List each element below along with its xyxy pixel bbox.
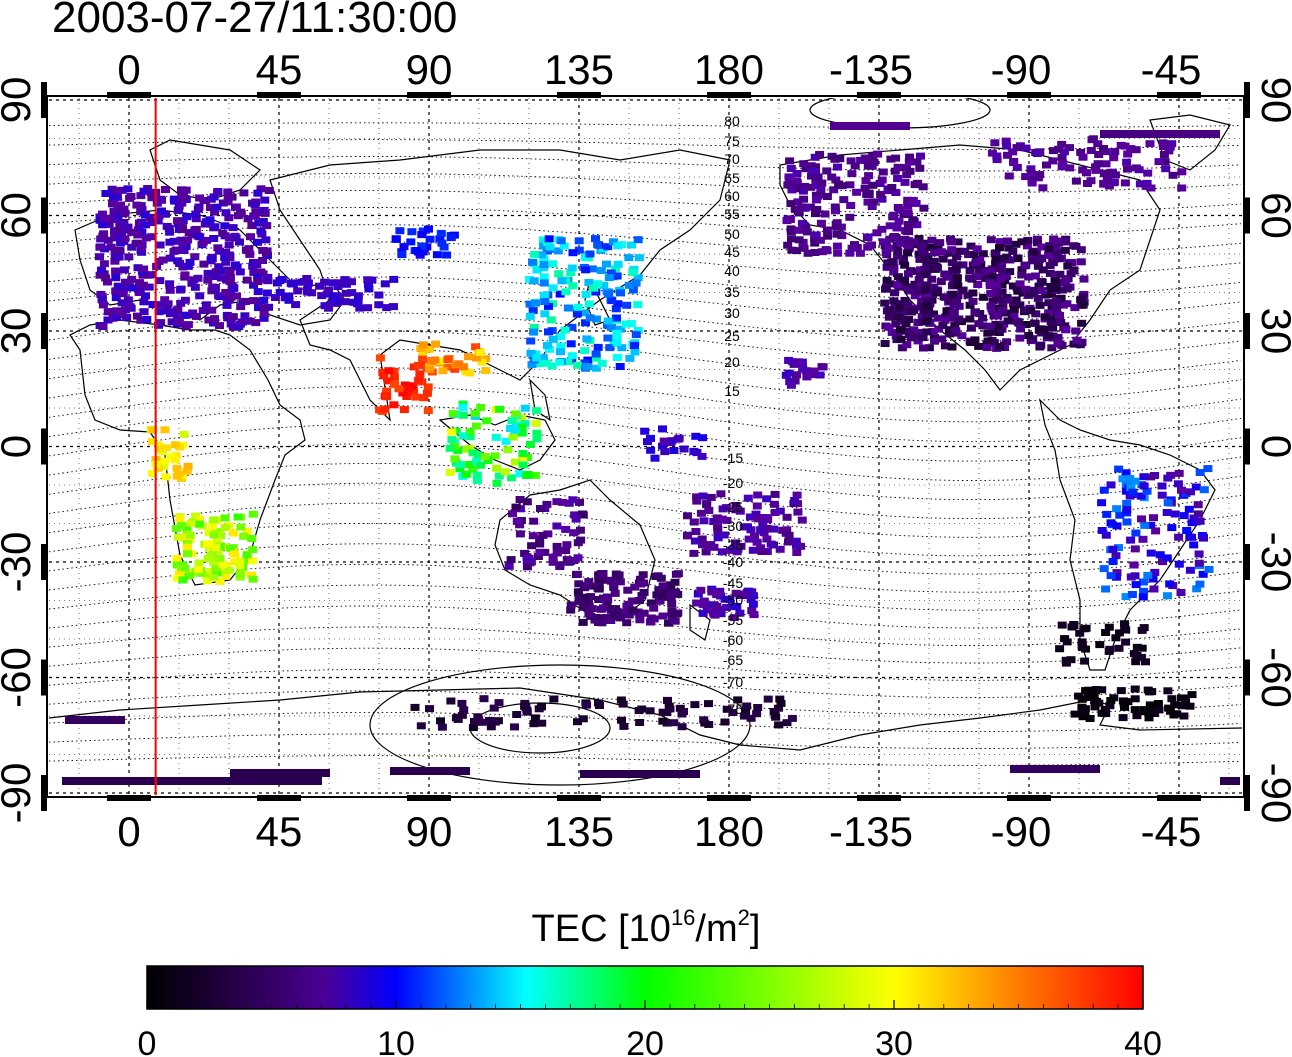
graticule xyxy=(49,98,1242,795)
lon-tick-top: -45 xyxy=(1141,46,1202,93)
lon-tick-bottom: -45 xyxy=(1141,808,1202,855)
contour-label: -15 xyxy=(723,450,743,466)
contour-label: 80 xyxy=(724,113,740,129)
contour-label: -25 xyxy=(723,499,743,515)
contour-label: 20 xyxy=(724,354,740,370)
colorbar-tick: 0 xyxy=(138,1025,157,1057)
contour-label: 35 xyxy=(724,284,740,300)
colorbar-tick: 10 xyxy=(377,1025,415,1057)
contour-label: -65 xyxy=(723,652,743,668)
contour-label: 50 xyxy=(724,226,740,242)
lon-tick-bottom: 45 xyxy=(256,808,303,855)
contour-label: 65 xyxy=(724,170,740,186)
contour-label: 60 xyxy=(724,188,740,204)
contour-label: -40 xyxy=(723,554,743,570)
lon-tick-bottom: 180 xyxy=(694,808,764,855)
lon-tick-bottom: 90 xyxy=(406,808,453,855)
contour-label: 40 xyxy=(724,263,740,279)
contour-label: -20 xyxy=(723,475,743,491)
latitude-ticks-left: 90 60 30 0 -30 -60 -90 xyxy=(0,77,47,824)
contour-label: -60 xyxy=(723,632,743,648)
lat-tick-left: -60 xyxy=(0,647,39,708)
contour-label: -70 xyxy=(723,674,743,690)
colorbar-tick: 20 xyxy=(626,1025,664,1057)
lat-tick-left: 30 xyxy=(0,308,39,355)
lat-tick-right: -90 xyxy=(1253,763,1292,824)
lon-tick-top: 135 xyxy=(544,46,614,93)
lat-tick-right: 90 xyxy=(1253,77,1292,124)
contour-label: -55 xyxy=(723,612,743,628)
lat-tick-right: 0 xyxy=(1253,435,1292,458)
lon-tick-bottom: -90 xyxy=(991,808,1052,855)
lat-tick-left: 0 xyxy=(0,435,39,458)
contour-label: 70 xyxy=(724,151,740,167)
tec-measurement-cells xyxy=(62,122,1240,785)
lon-tick-top: -90 xyxy=(991,46,1052,93)
colorbar-title: TEC [1016/m2] xyxy=(531,905,761,951)
lat-tick-right: 60 xyxy=(1253,192,1292,239)
lon-tick-top: 45 xyxy=(256,46,303,93)
contour-label: -75 xyxy=(723,701,743,717)
contour-label: -30 xyxy=(723,518,743,534)
lon-tick-bottom: 0 xyxy=(117,808,140,855)
contour-label: -45 xyxy=(723,575,743,591)
lon-tick-top: 90 xyxy=(406,46,453,93)
contour-label: 30 xyxy=(724,305,740,321)
longitude-ticks-top: 0 45 90 135 180 -135 -90 -45 xyxy=(107,46,1201,98)
lon-tick-top: 180 xyxy=(694,46,764,93)
contour-label: -35 xyxy=(723,537,743,553)
contour-label: -50 xyxy=(723,592,743,608)
contour-label: 25 xyxy=(724,328,740,344)
longitude-ticks-bottom: 0 45 90 135 180 -135 -90 -45 xyxy=(107,795,1201,855)
latitude-ticks-right: 90 60 30 0 -30 -60 -90 xyxy=(1244,77,1292,824)
lon-tick-bottom: -135 xyxy=(829,808,913,855)
lat-tick-right: -30 xyxy=(1253,532,1292,593)
contour-label: 45 xyxy=(724,244,740,260)
lon-tick-bottom: 135 xyxy=(544,808,614,855)
lat-tick-right: 30 xyxy=(1253,308,1292,355)
lat-tick-left: -90 xyxy=(0,763,39,824)
lon-tick-top: -135 xyxy=(829,46,913,93)
colorbar-tick: 40 xyxy=(1124,1025,1162,1057)
lon-tick-top: 0 xyxy=(117,46,140,93)
map-title: 2003-07-27/11:30:00 xyxy=(52,0,458,42)
lat-tick-left: 90 xyxy=(0,77,39,124)
contour-label: 75 xyxy=(724,133,740,149)
contour-label: 55 xyxy=(724,206,740,222)
colorbar-tick: 30 xyxy=(875,1025,913,1057)
contour-labels: 80 75 70 65 60 55 50 45 40 35 30 25 20 15 -15 -20 -25 -30… xyxy=(723,113,743,717)
contour-label: 15 xyxy=(724,383,740,399)
lat-tick-right: -60 xyxy=(1253,647,1292,708)
colorbar-ticks: 0 10 20 30 40 xyxy=(138,1000,1162,1057)
lat-tick-left: -30 xyxy=(0,532,39,593)
lat-tick-left: 60 xyxy=(0,192,39,239)
